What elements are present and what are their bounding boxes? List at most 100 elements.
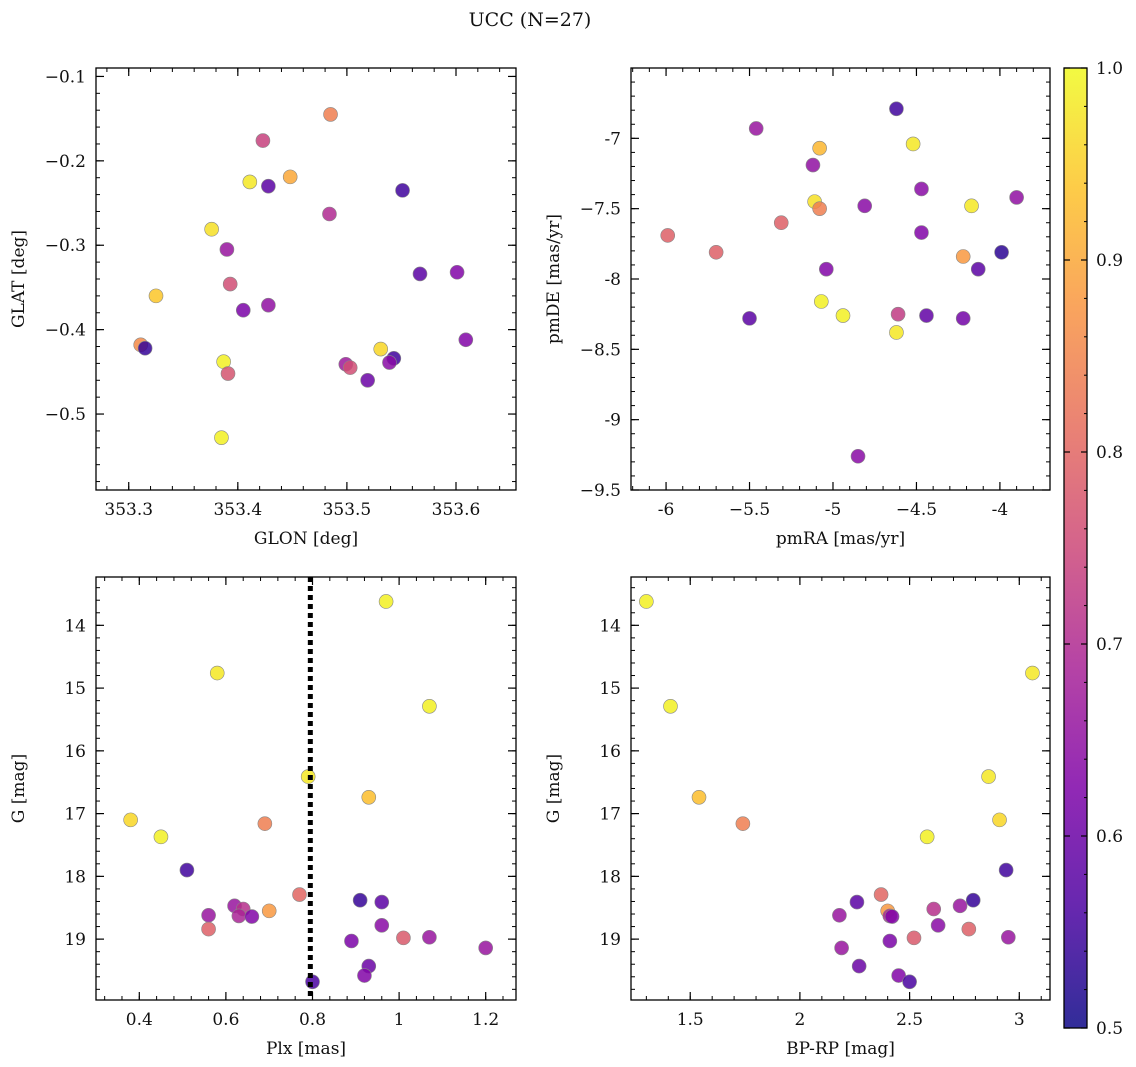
y-tick-label: −0.3: [45, 236, 86, 256]
scatter-point: [123, 812, 138, 828]
scatter-point: [970, 261, 986, 277]
scatter-point: [965, 892, 981, 908]
panel-pmra-pmde: -6 −5.5 -5 −4.5 -4 −9.5 -9 −8.5 -8 −7.5 -7 pmRA [ma…: [544, 67, 1051, 549]
scatter-point: [919, 829, 935, 845]
scatter-point: [422, 698, 437, 714]
scatter-point: [890, 306, 906, 322]
scatter-point: [961, 921, 977, 937]
scatter-point: [905, 136, 921, 152]
y-tick-label: 14: [64, 616, 86, 636]
y-tick-label: −7.5: [580, 200, 621, 220]
scatter-point: [323, 107, 338, 122]
x-tick-label: −5.5: [729, 500, 770, 520]
x-tick-label: 2.5: [896, 1010, 923, 1030]
scatter-point: [882, 933, 898, 949]
scatter-point: [742, 311, 757, 326]
x-tick-label: 1: [394, 1010, 405, 1030]
colorbar-frame: [1063, 67, 1088, 1029]
x-axis-label: GLON [deg]: [254, 529, 358, 549]
panel-plx-g: 0.4 0.6 0.8 1 1.2 14 15 16 17 18 19 Plx [mas] G [mag…: [9, 576, 517, 1059]
scatter-point: [361, 789, 377, 805]
scatter-point: [261, 178, 276, 194]
scatter-point: [261, 297, 276, 313]
scatter-point: [378, 594, 394, 609]
scatter-point: [357, 968, 372, 983]
scatter-point: [834, 940, 849, 956]
scatter-point: [891, 968, 906, 983]
x-tick-label: 353.5: [323, 500, 372, 520]
y-tick-label: 15: [599, 679, 621, 699]
x-tick-label: 0.4: [126, 1010, 153, 1030]
scatter-point: [639, 594, 654, 609]
scatter-point: [449, 264, 465, 280]
x-tick-label: 353.6: [432, 500, 481, 520]
y-tick-label: 19: [599, 930, 621, 950]
scatter-point: [773, 215, 789, 231]
panel-frame: [630, 576, 1051, 1001]
scatter-point: [914, 181, 929, 197]
scatter-point: [235, 302, 251, 318]
y-tick-label: 14: [599, 616, 621, 636]
scatter-point: [919, 308, 934, 323]
scatter-point: [873, 887, 889, 902]
y-tick-label: 18: [64, 867, 86, 887]
y-axis-label: G [mag]: [544, 754, 564, 823]
y-tick-label: −0.1: [45, 67, 86, 87]
scatter-point: [992, 812, 1007, 828]
scatter-point: [137, 340, 153, 356]
scatter-point: [812, 140, 827, 156]
y-tick-label: 19: [64, 930, 86, 950]
scatter-point: [857, 198, 873, 214]
figure-title: UCC (N=27): [469, 9, 592, 31]
scatter-point: [819, 261, 834, 277]
scatter-point: [708, 244, 724, 260]
x-axis-label: pmRA [mas/yr]: [776, 529, 905, 549]
scatter-point: [231, 908, 247, 924]
y-tick-label: −0.5: [45, 405, 86, 425]
scatter-point: [926, 901, 942, 917]
scatter-point: [209, 665, 225, 681]
scatter-point: [914, 225, 929, 240]
x-tick-label: 0.8: [299, 1010, 326, 1030]
panel-bprp-g: 1.5 2 2.5 3 14 15 16 17 18 19 BP-RP [mag] G [mag]: [544, 576, 1051, 1059]
scatter-point: [242, 174, 258, 190]
x-tick-label: -6: [658, 500, 675, 520]
scatter-point: [220, 366, 236, 381]
scatter-point: [214, 430, 229, 445]
scatter-point: [222, 276, 238, 292]
colorbar-tick-label: 0.6: [1096, 827, 1123, 847]
x-axis-label: BP-RP [mag]: [786, 1039, 895, 1059]
y-axis-label: pmDE [mas/yr]: [544, 214, 564, 344]
scatter-point: [255, 133, 271, 148]
panel-frame: [630, 67, 1051, 491]
y-tick-label: -7: [604, 129, 621, 149]
scatter-point: [360, 372, 375, 388]
scatter-point: [889, 325, 904, 340]
scatter-point: [884, 909, 900, 924]
scatter-point: [691, 789, 707, 805]
scatter-point: [981, 769, 996, 784]
scatter-point: [902, 974, 917, 990]
colorbar-gradient: [1064, 68, 1087, 1028]
y-tick-label: −0.2: [45, 152, 86, 172]
y-tick-label: 15: [64, 679, 86, 699]
y-tick-label: -8: [604, 270, 621, 290]
x-tick-label: 2: [795, 1010, 806, 1030]
scatter-point: [663, 698, 678, 714]
scatter-point: [382, 355, 397, 370]
x-tick-label: −4.5: [896, 500, 937, 520]
x-tick-label: -4: [992, 500, 1009, 520]
x-tick-label: 353.4: [213, 500, 262, 520]
panel-frame: [95, 67, 517, 491]
panel-frame: [95, 576, 517, 1001]
x-tick-label: 353.3: [104, 500, 153, 520]
panels: 353.3 353.4 353.5 353.6 −0.5 −0.4 −0.3 −0.2 −0.1…: [9, 67, 1051, 1059]
y-tick-label: 17: [64, 805, 86, 825]
scatter-point: [1025, 665, 1040, 681]
scatter-point: [735, 816, 751, 831]
scatter-point: [998, 862, 1014, 878]
scatter-point: [201, 907, 216, 923]
colorbar-tick-label: 0.5: [1096, 1019, 1123, 1039]
scatter-point: [344, 933, 359, 949]
